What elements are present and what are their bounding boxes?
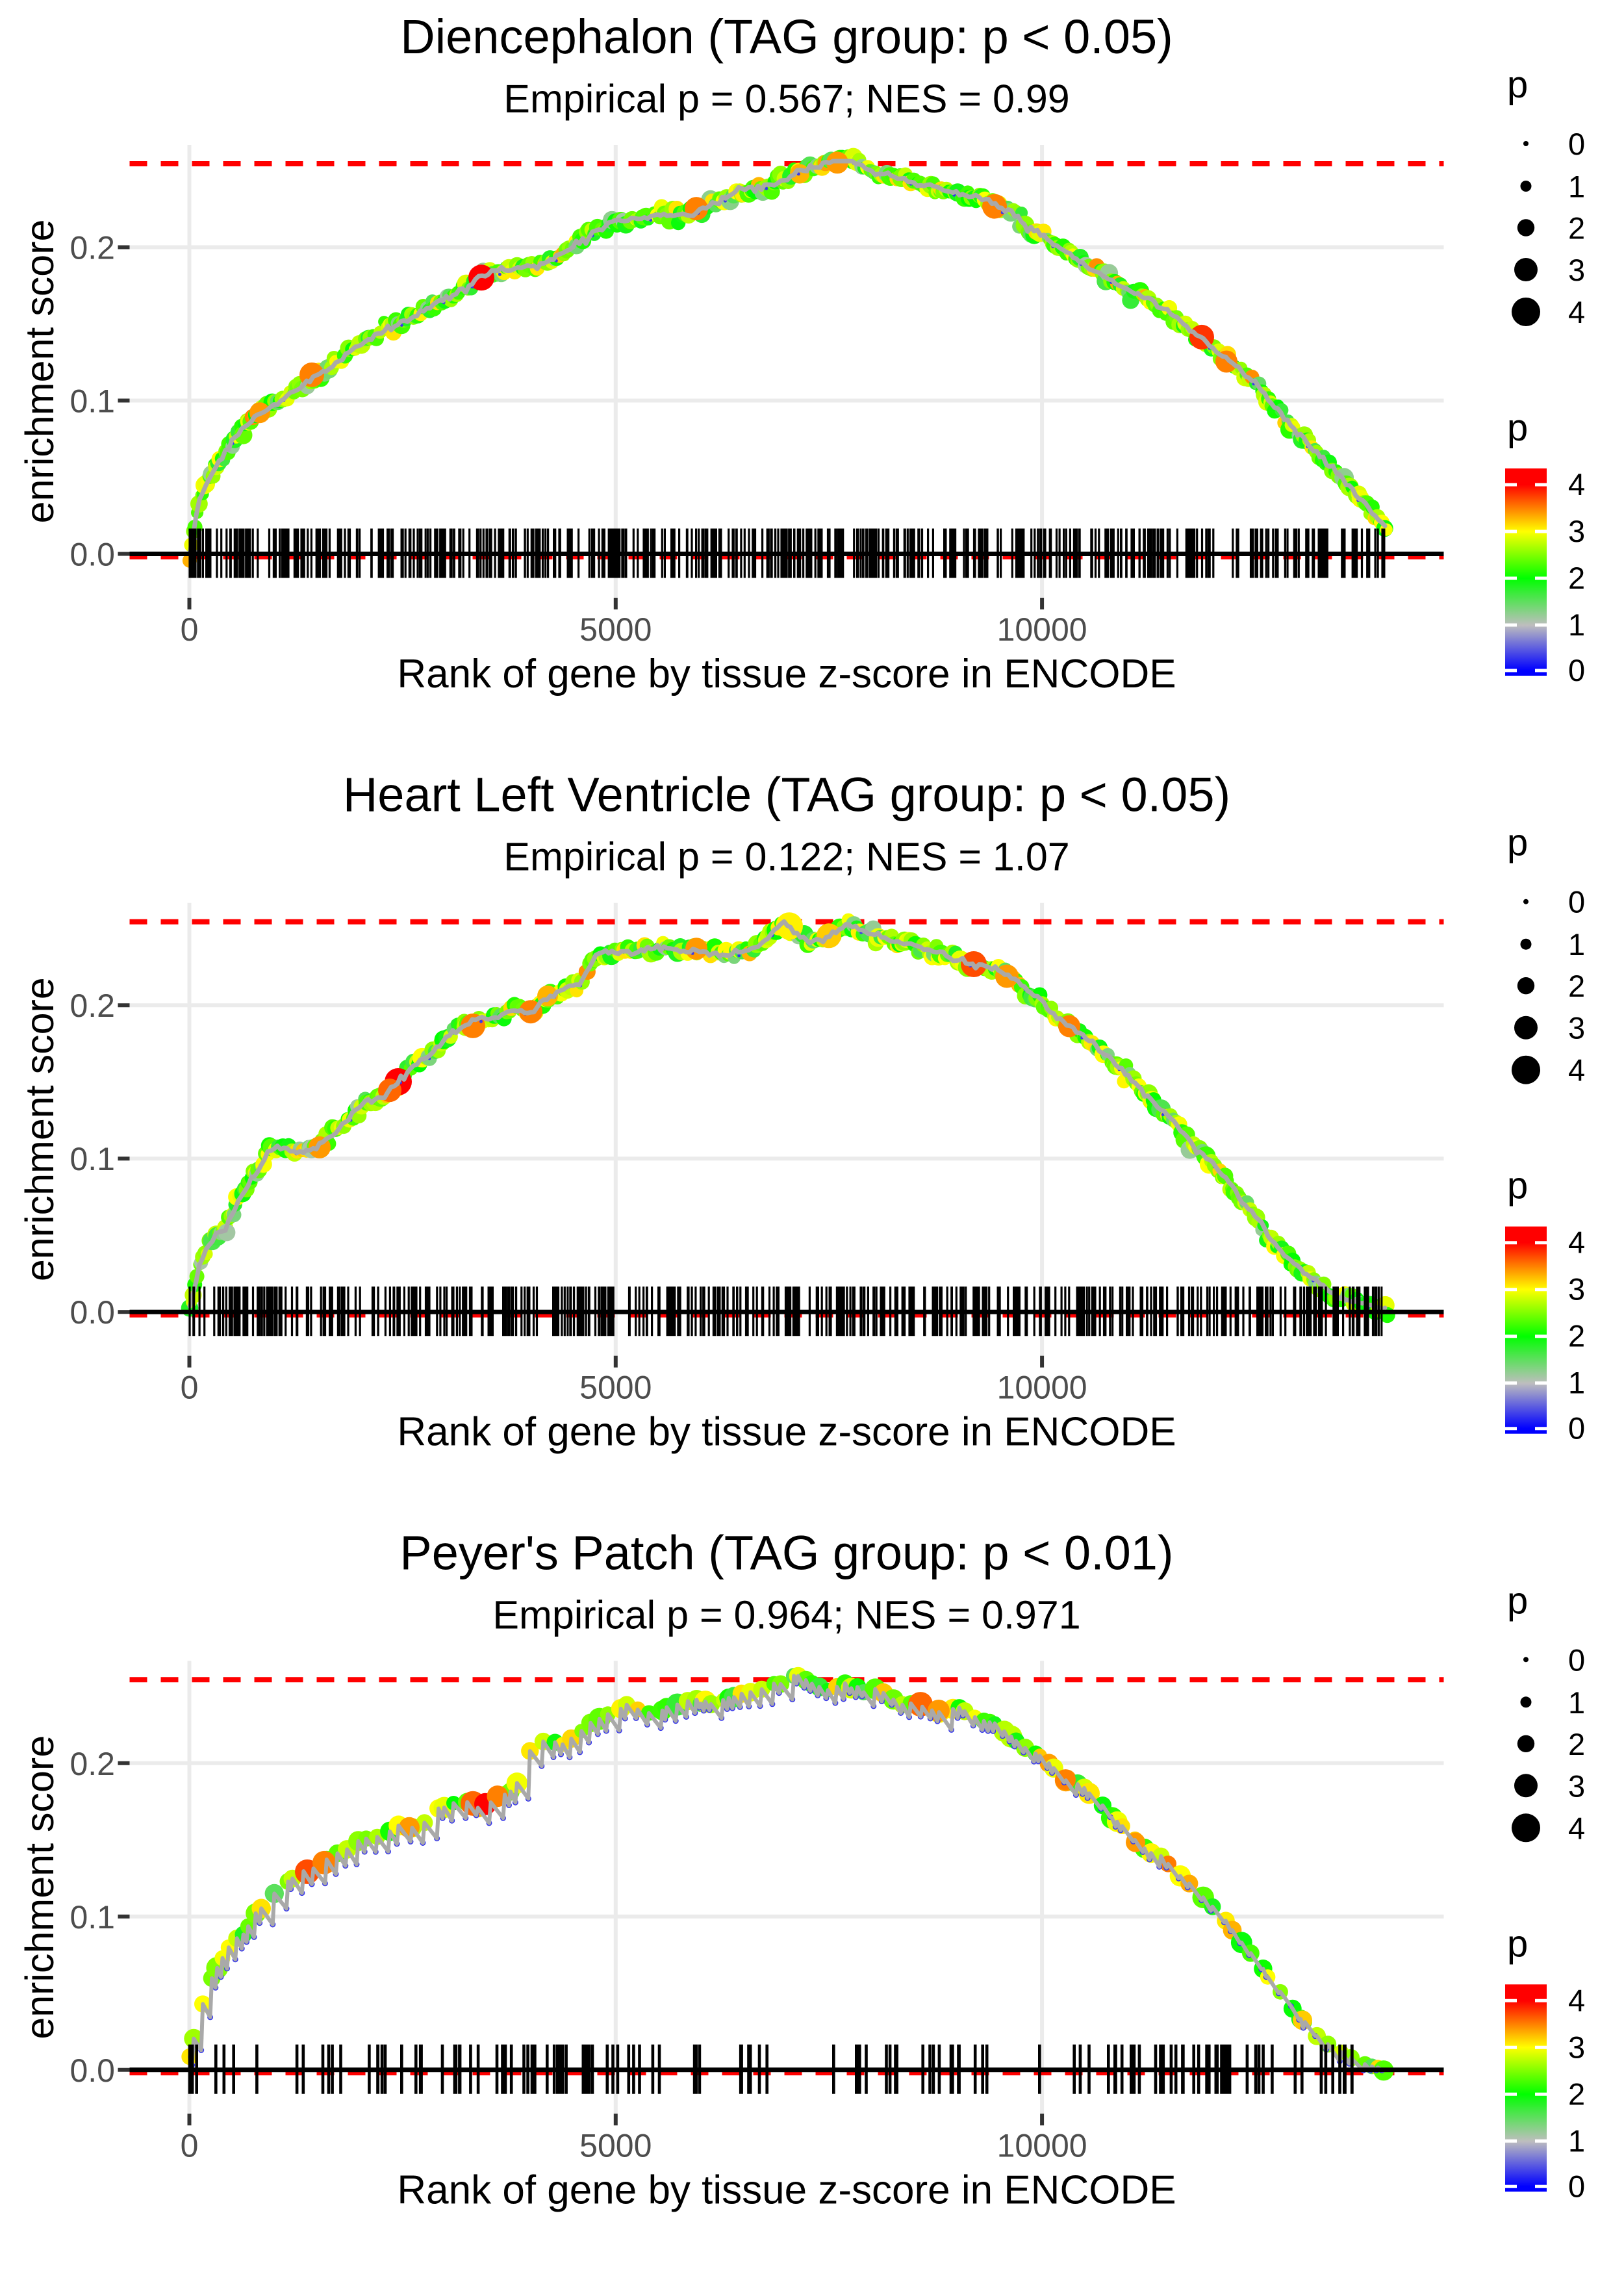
svg-text:0.1: 0.1 <box>70 1141 115 1177</box>
svg-text:Rank of gene by tissue z-score: Rank of gene by tissue z-score in ENCODE <box>397 1410 1176 1455</box>
svg-text:4: 4 <box>1568 1811 1585 1845</box>
svg-text:3: 3 <box>1568 1769 1585 1803</box>
svg-text:0.1: 0.1 <box>70 383 115 420</box>
svg-text:0: 0 <box>181 2127 199 2164</box>
svg-text:3: 3 <box>1568 1011 1585 1045</box>
svg-text:4: 4 <box>1568 1225 1585 1260</box>
svg-text:p: p <box>1507 1579 1528 1622</box>
svg-text:1: 1 <box>1568 1366 1585 1400</box>
svg-text:10000: 10000 <box>997 611 1087 648</box>
svg-text:enrichment score: enrichment score <box>18 1735 62 2039</box>
svg-text:Rank of gene by tissue z-score: Rank of gene by tissue z-score in ENCODE <box>397 652 1176 696</box>
svg-text:5000: 5000 <box>579 2127 652 2164</box>
svg-text:3: 3 <box>1568 514 1585 548</box>
svg-text:5000: 5000 <box>579 611 652 648</box>
svg-text:Empirical p = 0.567; NES = 0.9: Empirical p = 0.567; NES = 0.99 <box>503 77 1069 121</box>
svg-text:0: 0 <box>1568 1411 1585 1446</box>
svg-text:Empirical p = 0.964; NES = 0.9: Empirical p = 0.964; NES = 0.971 <box>492 1592 1080 1637</box>
svg-text:2: 2 <box>1568 2076 1585 2111</box>
svg-text:0.2: 0.2 <box>70 988 115 1024</box>
svg-text:Rank of gene by tissue z-score: Rank of gene by tissue z-score in ENCODE <box>397 2167 1176 2212</box>
svg-text:4: 4 <box>1568 1053 1585 1088</box>
svg-text:4: 4 <box>1568 1983 1585 2017</box>
svg-text:p: p <box>1507 1923 1528 1965</box>
svg-text:Empirical p = 0.122; NES = 1.0: Empirical p = 0.122; NES = 1.07 <box>503 835 1069 879</box>
svg-text:4: 4 <box>1568 467 1585 502</box>
svg-text:1: 1 <box>1568 927 1585 962</box>
svg-text:0.2: 0.2 <box>70 1746 115 1782</box>
svg-text:1: 1 <box>1568 2123 1585 2158</box>
svg-text:Heart Left Ventricle (TAG grou: Heart Left Ventricle (TAG group: p < 0.0… <box>343 768 1230 822</box>
svg-text:1: 1 <box>1568 1685 1585 1720</box>
svg-text:p: p <box>1507 407 1528 449</box>
svg-text:2: 2 <box>1568 969 1585 1003</box>
svg-text:2: 2 <box>1568 561 1585 595</box>
svg-text:p: p <box>1507 1165 1528 1207</box>
svg-text:0: 0 <box>1568 2169 1585 2203</box>
svg-text:3: 3 <box>1568 253 1585 287</box>
svg-text:Diencephalon (TAG group: p < 0: Diencephalon (TAG group: p < 0.05) <box>400 10 1173 64</box>
svg-text:0.1: 0.1 <box>70 1899 115 1935</box>
svg-text:2: 2 <box>1568 1727 1585 1761</box>
svg-text:0.0: 0.0 <box>70 1294 115 1331</box>
svg-text:p: p <box>1507 822 1528 864</box>
svg-text:1: 1 <box>1568 607 1585 642</box>
svg-text:0: 0 <box>1568 127 1585 161</box>
svg-text:Peyer's Patch (TAG group: p <: Peyer's Patch (TAG group: p < 0.01) <box>400 1526 1173 1579</box>
svg-text:0: 0 <box>1568 653 1585 687</box>
svg-text:3: 3 <box>1568 2030 1585 2064</box>
svg-text:5000: 5000 <box>579 1370 652 1406</box>
svg-text:0.0: 0.0 <box>70 537 115 573</box>
svg-text:10000: 10000 <box>997 1370 1087 1406</box>
svg-text:p: p <box>1507 64 1528 106</box>
svg-text:0: 0 <box>1568 885 1585 919</box>
svg-text:0: 0 <box>181 611 199 648</box>
svg-text:enrichment score: enrichment score <box>18 220 62 524</box>
svg-text:0.2: 0.2 <box>70 230 115 266</box>
svg-text:enrichment score: enrichment score <box>18 977 62 1281</box>
svg-text:1: 1 <box>1568 170 1585 204</box>
svg-text:3: 3 <box>1568 1272 1585 1307</box>
svg-text:2: 2 <box>1568 1319 1585 1353</box>
svg-text:0: 0 <box>1568 1642 1585 1677</box>
svg-text:0.0: 0.0 <box>70 2052 115 2089</box>
svg-text:0: 0 <box>181 1370 199 1406</box>
svg-text:2: 2 <box>1568 211 1585 246</box>
svg-text:4: 4 <box>1568 295 1585 329</box>
svg-text:10000: 10000 <box>997 2127 1087 2164</box>
